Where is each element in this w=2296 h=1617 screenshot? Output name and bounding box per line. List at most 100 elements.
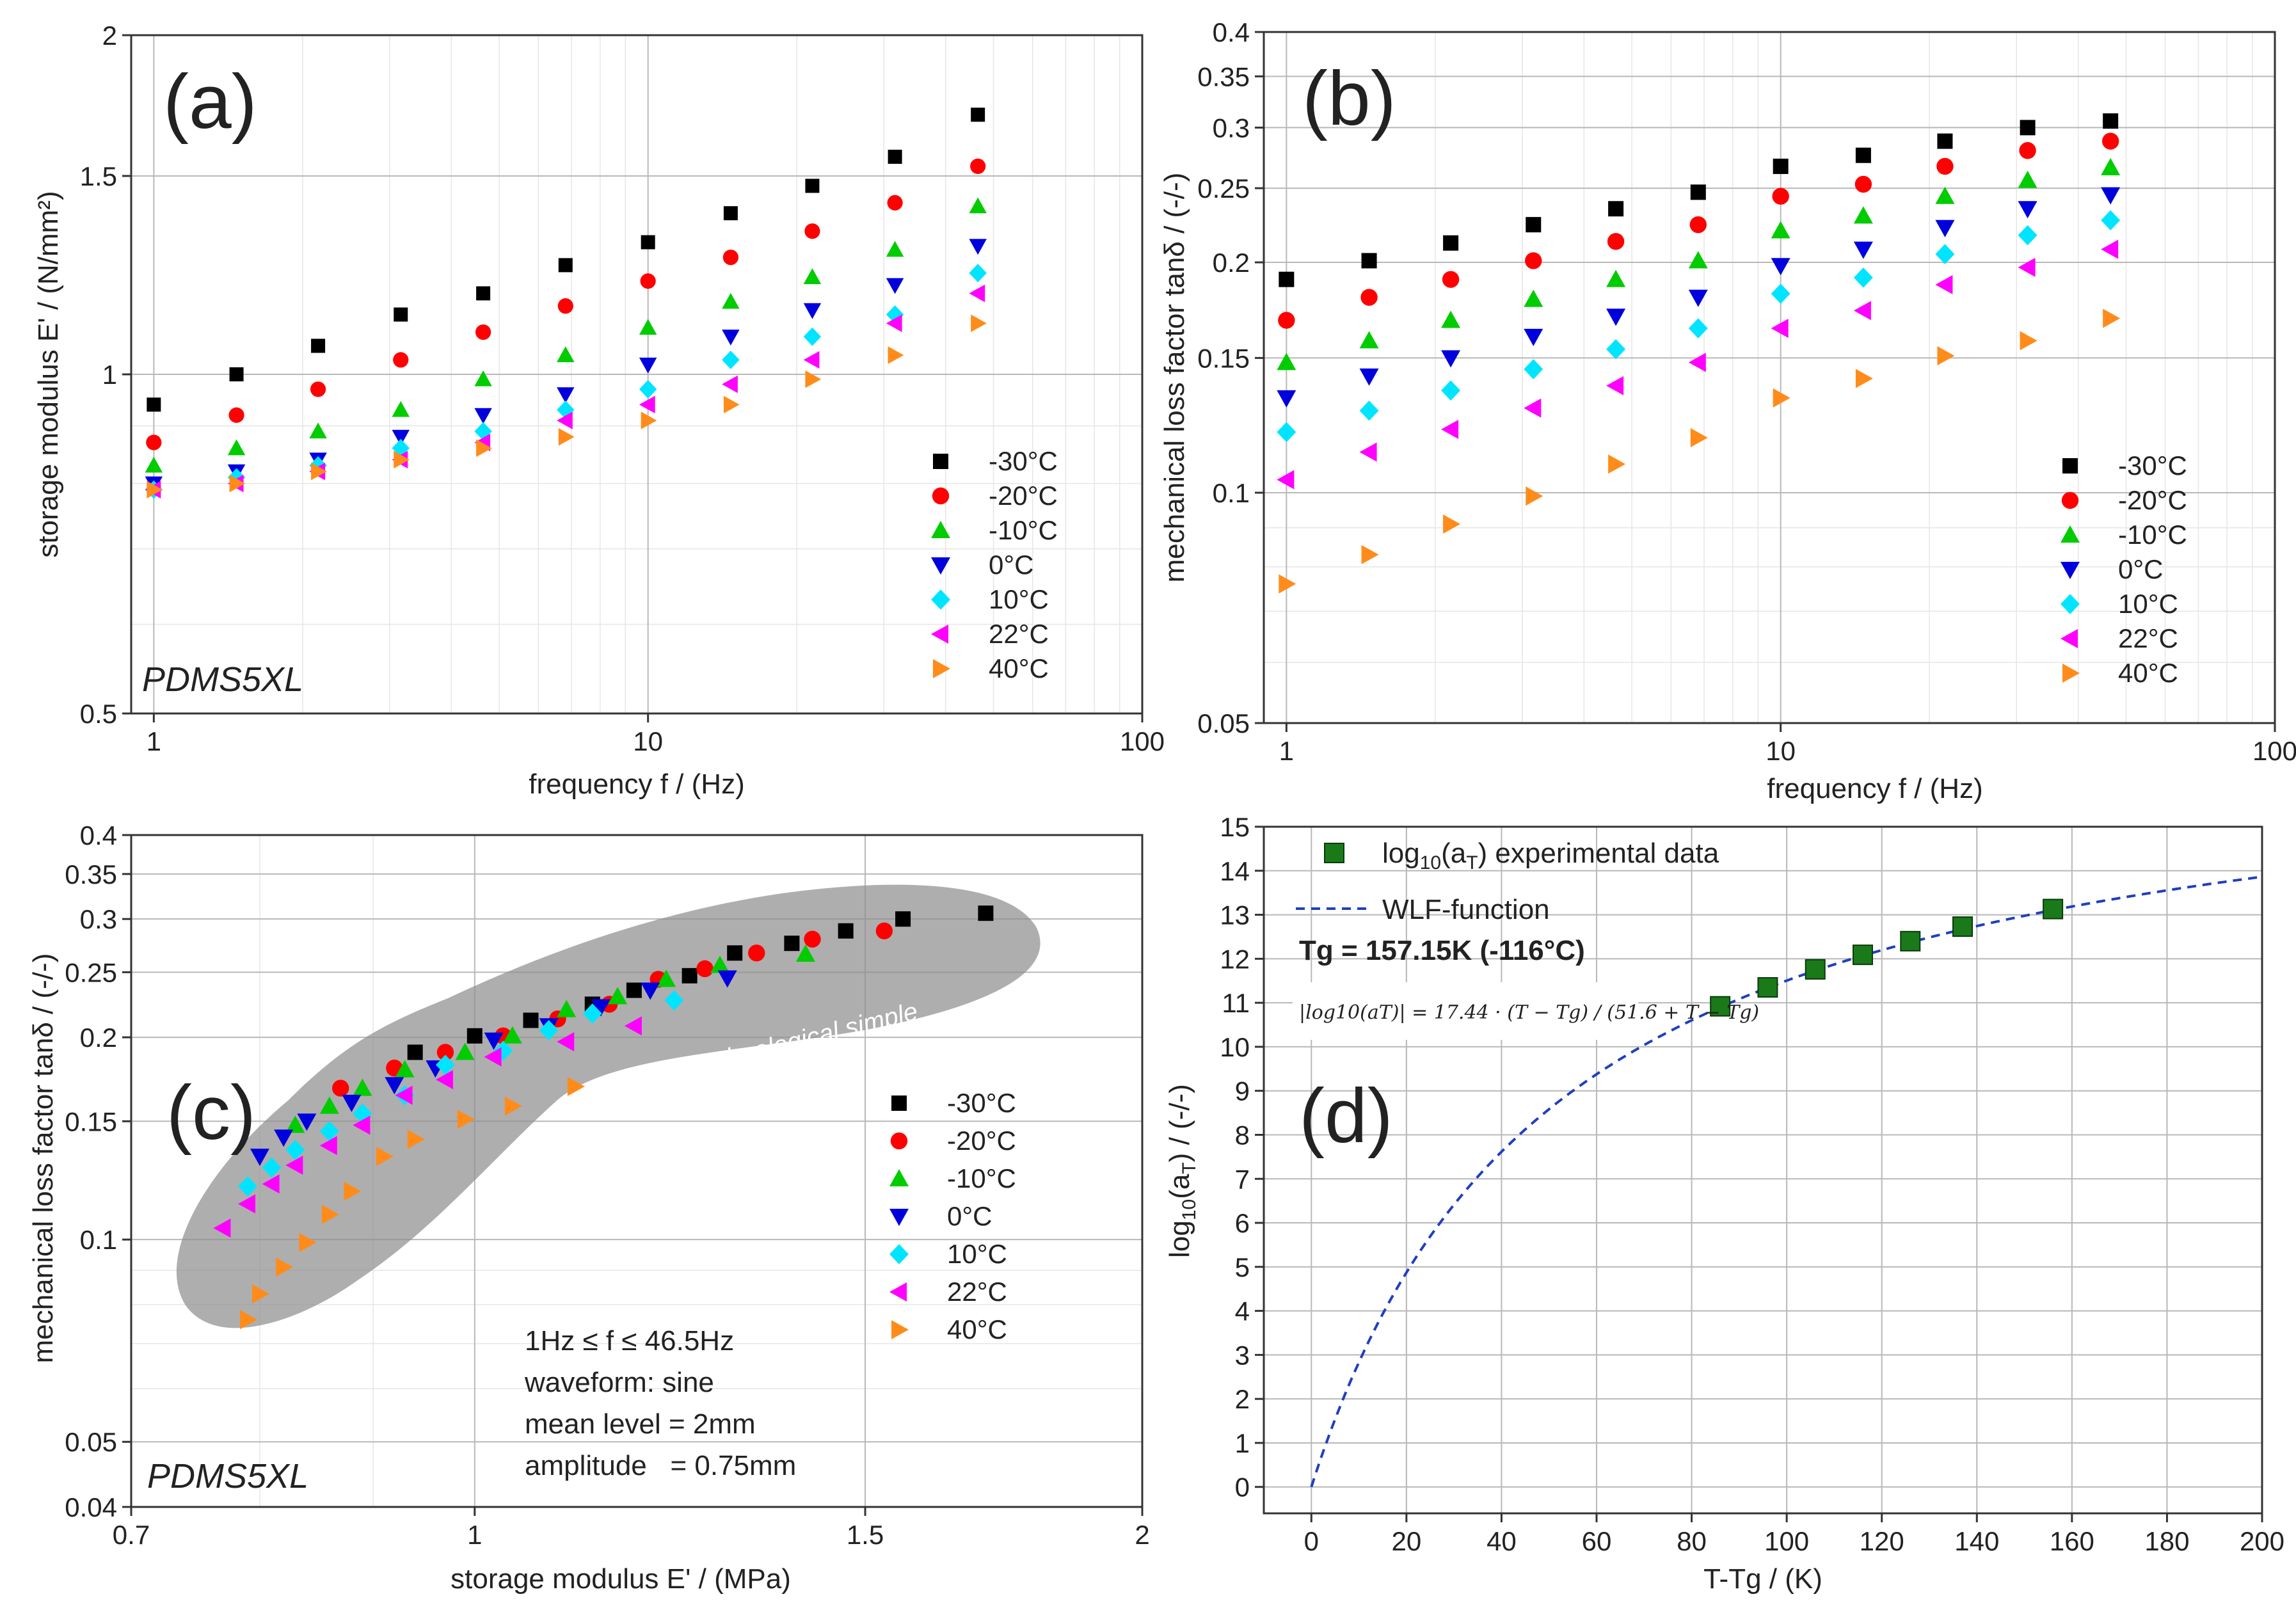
panel-b-legend: -30°C -20°C -10°C 0°C 10°C 22°C 40°C xyxy=(2061,450,2187,688)
data-point--30C xyxy=(1361,253,1377,269)
data-point-40C xyxy=(558,427,575,446)
data-point--20C xyxy=(640,273,656,289)
data-point-22C xyxy=(238,1194,256,1214)
data-point-40C xyxy=(1608,454,1626,474)
panel-c-frame xyxy=(130,834,1144,1508)
x-tick-label: 100 xyxy=(1120,726,1165,756)
data-point-10C xyxy=(664,990,684,1011)
panel-d-frame xyxy=(1263,825,2263,1515)
panel-c-label: (c) xyxy=(166,1070,256,1156)
data-point-10C xyxy=(435,1055,455,1075)
panel-b-frame xyxy=(1263,31,2276,724)
panel-b-data-points xyxy=(1277,113,2121,594)
data-point--20C xyxy=(804,930,821,948)
panel-c-legend: -30°C -20°C -10°C 0°C 10°C 22°C 40°C xyxy=(889,1088,1016,1344)
x-tick-label: 60 xyxy=(1582,1526,1612,1556)
panel-d-x-axis-label: T-Tg / (K) xyxy=(1703,1563,1822,1595)
x-tick-label: 160 xyxy=(2050,1526,2094,1556)
panel-b-y-axis-label: mechanical loss factor tanδ / (-/-) xyxy=(1159,173,1190,583)
y-tick-label: 0.3 xyxy=(1213,113,1250,143)
data-point--30C xyxy=(838,923,854,939)
wlf-curve-path xyxy=(1310,875,2262,1488)
y-tick-label: 0.2 xyxy=(1213,248,1250,278)
data-point--10C xyxy=(1853,206,1873,224)
data-point--30C xyxy=(2103,113,2119,129)
data-point-40C xyxy=(276,1257,294,1277)
data-point-10C xyxy=(803,327,822,346)
data-point-0C xyxy=(717,970,737,988)
tg-value: Tg = 157.15K (-116°C) xyxy=(1299,935,1585,966)
y-tick-label: 0.05 xyxy=(65,1427,117,1457)
data-point-0C xyxy=(2101,187,2121,205)
panel-a-ticks: 1 10 100 0.5 1 1.5 2 xyxy=(80,20,1165,756)
data-point--10C xyxy=(1441,310,1461,328)
measurement-conditions: 1Hz ≤ f ≤ 46.5Hz waveform: sine mean lev… xyxy=(524,1325,796,1481)
data-point-22C xyxy=(2101,239,2119,259)
panel-c-ticks: 0.7 1 1.5 2 0.04 0.05 0.1 0.15 0.2 0.25 0.3 0.35 0.4 xyxy=(65,820,1149,1550)
data-point-10C xyxy=(639,379,657,399)
data-point--30C xyxy=(641,235,655,250)
legend-label: 10°C xyxy=(947,1239,1007,1269)
panel-c-x-axis-label: storage modulus E' / (MPa) xyxy=(450,1563,791,1595)
legend-marker xyxy=(890,1132,908,1150)
data-point--20C xyxy=(1278,312,1295,329)
data-point-0C xyxy=(2018,201,2037,219)
y-tick-label: 3 xyxy=(1235,1340,1250,1370)
x-tick-label: 20 xyxy=(1391,1526,1421,1556)
data-point-40C xyxy=(1773,388,1790,408)
x-tick-label: 1 xyxy=(1279,736,1294,766)
data-point-0C xyxy=(1524,328,1543,346)
y-tick-label: 15 xyxy=(1220,812,1250,842)
data-point-0C xyxy=(591,999,611,1017)
data-point--30C xyxy=(978,905,994,921)
data-point-0C xyxy=(484,1032,504,1050)
data-point--20C xyxy=(393,352,409,368)
data-point--10C xyxy=(657,969,676,987)
data-point-40C xyxy=(805,370,822,388)
data-point-40C xyxy=(641,411,657,429)
y-tick-label: 0.35 xyxy=(1197,61,1250,92)
legend-label: -30°C xyxy=(2118,450,2187,481)
data-point--10C xyxy=(557,346,575,363)
data-point--20C xyxy=(1854,175,1872,193)
x-tick-label: 140 xyxy=(1954,1526,1999,1556)
y-tick-label: 0.1 xyxy=(1213,478,1250,508)
data-point--30C xyxy=(723,206,738,221)
data-point-40C xyxy=(723,395,740,414)
data-point-0C xyxy=(474,408,492,424)
panel-d-y-axis-label: log10(aT) / (-/-) xyxy=(1164,1084,1200,1258)
panel-a-y-axis-label: storage modulus E' / (N/mm²) xyxy=(33,191,64,557)
data-point-10C xyxy=(539,1020,559,1040)
panel-d-legend: log10(aT) experimental data WLF-function xyxy=(1296,838,1719,925)
data-point-10C xyxy=(1441,380,1461,401)
y-tick-label: 0.05 xyxy=(1197,708,1250,738)
legend-label: -20°C xyxy=(947,1126,1016,1156)
legend-label: 0°C xyxy=(989,550,1034,580)
legend-marker xyxy=(889,1209,909,1226)
y-tick-label: 0.5 xyxy=(80,699,117,729)
legend-marker xyxy=(931,625,948,644)
data-point-10C xyxy=(1688,318,1708,339)
data-point--30C xyxy=(1690,184,1706,200)
data-point--20C xyxy=(970,158,986,174)
y-tick-label: 0.15 xyxy=(1197,343,1250,373)
y-tick-label: 4 xyxy=(1235,1296,1250,1326)
data-point--20C xyxy=(2101,132,2119,150)
data-point-40C xyxy=(1361,545,1379,564)
y-tick-label: 2 xyxy=(102,20,117,51)
data-point-22C xyxy=(319,1136,337,1156)
legend-marker xyxy=(889,1282,907,1302)
condition-mean-level: mean level = 2mm xyxy=(525,1408,756,1440)
legend-marker xyxy=(931,589,950,610)
x-tick-label: 40 xyxy=(1487,1526,1517,1556)
condition-waveform: waveform: sine xyxy=(524,1367,714,1398)
data-point--20C xyxy=(804,223,820,239)
data-point-22C xyxy=(285,1156,303,1175)
data-point--10C xyxy=(557,1000,577,1017)
data-point-10C xyxy=(969,264,987,283)
data-point-0C xyxy=(250,1149,269,1167)
data-point--10C xyxy=(502,1026,522,1044)
data-point-10C xyxy=(1771,283,1790,304)
data-point--30C xyxy=(558,258,573,273)
